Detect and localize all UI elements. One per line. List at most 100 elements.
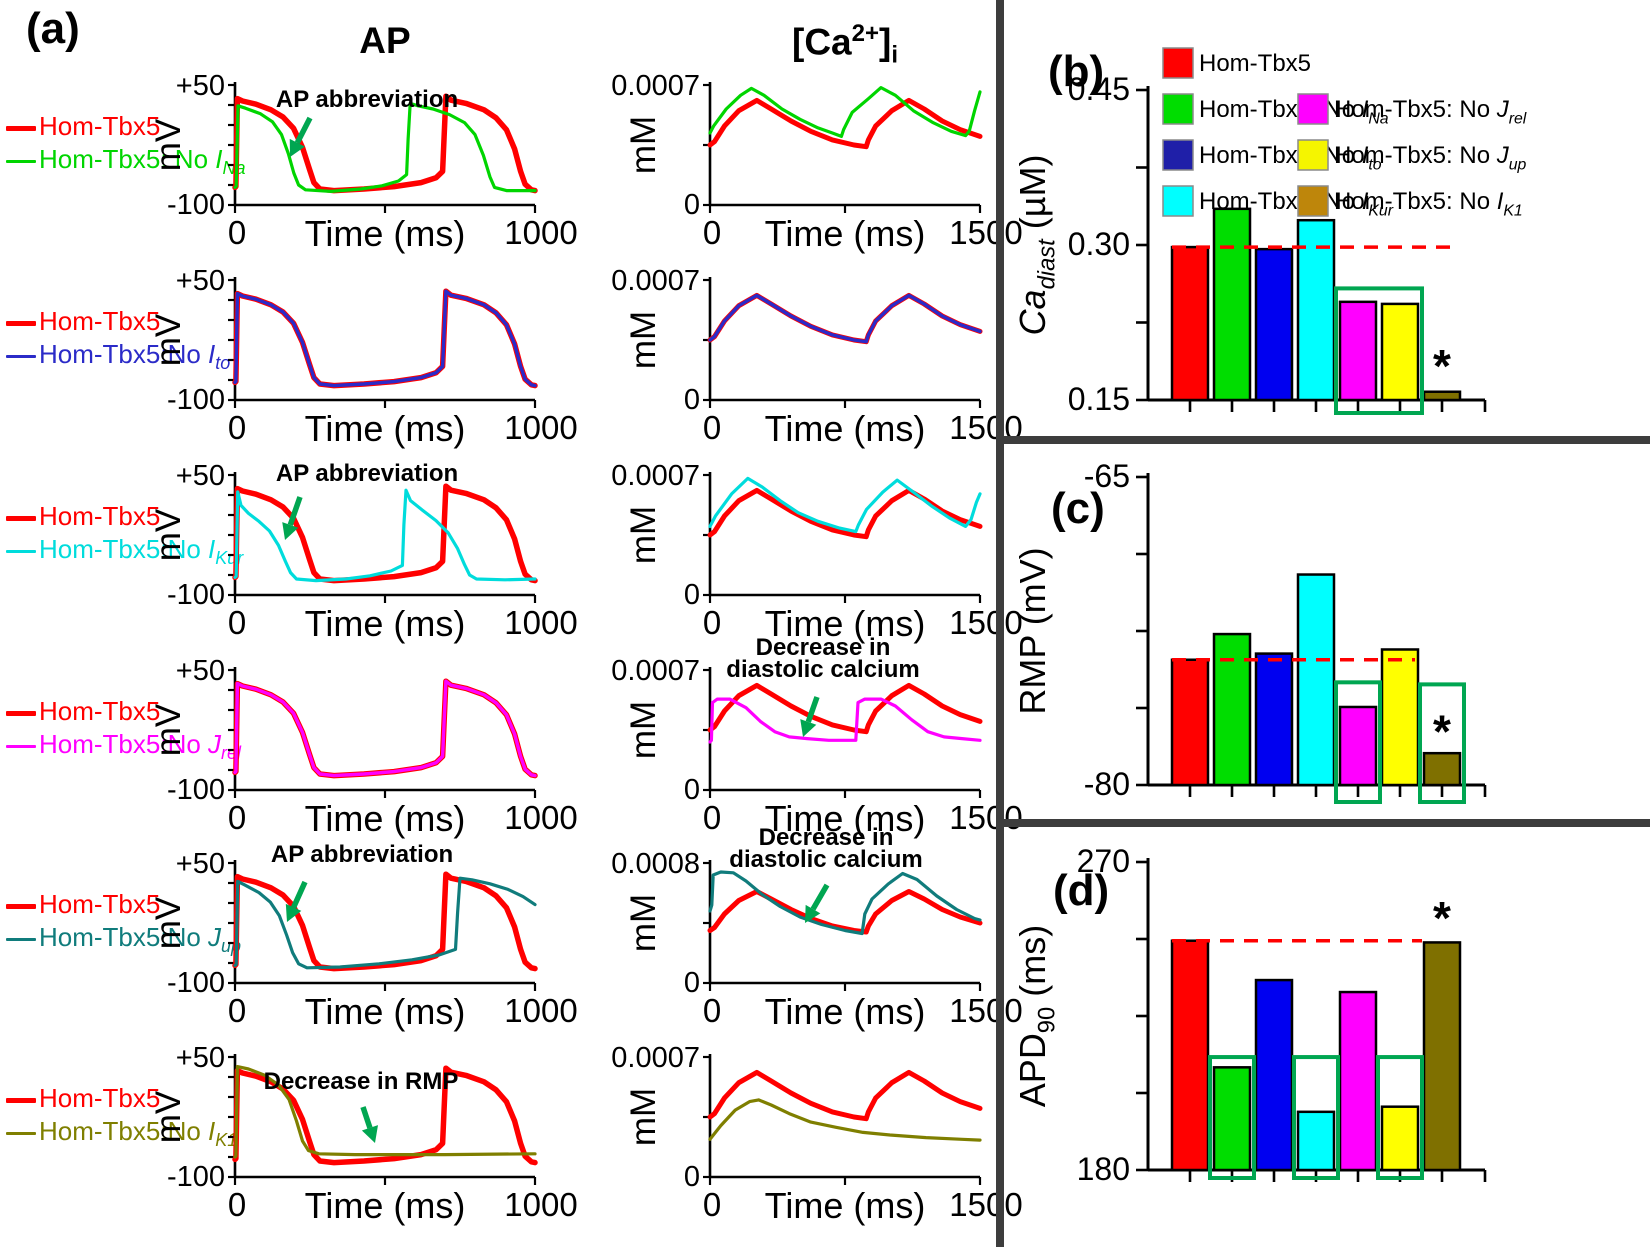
x-tick-end: 1500 [949, 214, 1022, 251]
bar-3 [1254, 652, 1294, 787]
highlight-box [1334, 286, 1424, 415]
bar-6 [1380, 648, 1420, 787]
y-axis-label: mV [149, 1090, 188, 1143]
annotation-arrow [805, 696, 820, 723]
panel-letter: (b) [1048, 47, 1104, 96]
trace-hom-tbx5 [232, 288, 538, 389]
annotation-text: AP abbreviation [276, 86, 458, 113]
legend-entry: Hom-Tbx5:No IKur [6, 533, 244, 575]
x-tick-0: 0 [228, 799, 246, 836]
y-tick-top: +50 [176, 265, 225, 297]
annotation-text: AP abbreviation [271, 841, 453, 868]
ap-column-title: AP [359, 20, 411, 61]
y-tick-bottom: -100 [167, 967, 225, 999]
trace-variant [233, 679, 537, 778]
ca-plot-row6: 0.0007 0 mM 0 1500 Time (ms) [611, 1042, 1022, 1226]
y-axis-label: mM [624, 894, 663, 952]
legend-line-swatch [6, 354, 36, 358]
legend-swatch [1297, 185, 1329, 217]
ap-plot-row2: +50 -100 mV 0 1000 Time (ms) [149, 265, 578, 449]
trace-hom-tbx5 [232, 678, 538, 779]
trace-hom-tbx5 [707, 1069, 983, 1122]
trace-variant [708, 86, 982, 139]
x-axis-label: Time (ms) [765, 408, 926, 449]
bar-1 [1170, 939, 1210, 1172]
x-tick-0: 0 [228, 214, 246, 251]
trace-hom-tbx5 [707, 292, 983, 345]
significance-asterisk: * [1433, 706, 1451, 758]
y-tick-bottom: 0 [684, 774, 700, 806]
legend-line-swatch [6, 549, 36, 553]
legend-line-swatch [6, 320, 36, 326]
y-axis-label: mV [149, 118, 188, 171]
y-axis-label: mV [149, 703, 188, 756]
x-tick-end: 1500 [949, 799, 1022, 836]
horizontal-separator-bc [1004, 436, 1650, 444]
legend-entry: Hom-Tbx5 [6, 1082, 244, 1115]
bar-6 [1380, 1105, 1420, 1172]
x-axis-label: Time (ms) [765, 991, 926, 1032]
row-legend-3: Hom-Tbx5 Hom-Tbx5:No IKur [6, 500, 244, 575]
legend-line-swatch [6, 903, 36, 909]
legend-label: Hom-Tbx5 [39, 501, 161, 531]
y-tick-top: +50 [176, 848, 225, 880]
y-tick-bottom: 0 [684, 1161, 700, 1193]
x-tick-0: 0 [228, 1186, 246, 1223]
bar-7 [1422, 751, 1462, 787]
y-tick-label: 0.15 [1068, 381, 1130, 417]
legend-swatch [1297, 93, 1329, 125]
significance-asterisk: * [1433, 892, 1451, 944]
legend-label: Hom-Tbx5 [39, 111, 161, 141]
annotation-arrowhead [361, 1125, 379, 1143]
x-tick-0: 0 [703, 604, 721, 641]
trace-variant [708, 870, 982, 936]
legend-label: Hom-Tbx5:No Jrel [39, 729, 242, 764]
ca-plot-row4: 0.0007 0 mM 0 1500 Time (ms) Decrease indiasto… [611, 634, 1022, 839]
annotation-text: Decrease in RMP [264, 1068, 459, 1095]
annotation-arrow [287, 496, 303, 526]
legend-swatch [1162, 93, 1194, 125]
y-tick-top: 0.0007 [611, 70, 700, 102]
trace-variant [233, 101, 537, 193]
legend-entry: Hom-Tbx5 [6, 500, 244, 533]
legend-entry: Hom-Tbx5:No IK1 [6, 1115, 244, 1157]
y-tick-top: 0.0007 [611, 655, 700, 687]
y-tick-bottom: -100 [167, 1161, 225, 1193]
annotation-arrow [810, 883, 830, 911]
x-tick-end: 1500 [949, 604, 1022, 641]
bar-1 [1170, 658, 1210, 787]
highlight-box [1292, 1055, 1340, 1180]
x-tick-0: 0 [228, 992, 246, 1029]
annotation-arrow [360, 1106, 373, 1129]
bar-2 [1212, 1066, 1252, 1172]
trace-hom-tbx5 [232, 1065, 538, 1166]
y-tick-top: +50 [176, 460, 225, 492]
x-axis-label: Time (ms) [305, 991, 466, 1032]
legend-line-swatch [6, 125, 36, 131]
legend-swatch [1162, 139, 1194, 171]
x-tick-0: 0 [703, 799, 721, 836]
ap-plot-row5: +50 -100 mV 0 1000 Time (ms) AP abbreviation [149, 841, 578, 1032]
highlight-box [1334, 680, 1382, 804]
row-legend-6: Hom-Tbx5 Hom-Tbx5:No IK1 [6, 1082, 244, 1157]
trace-hom-tbx5 [707, 97, 983, 150]
legend-label: Hom-Tbx5: No Jup [1334, 142, 1527, 173]
row-legend-5: Hom-Tbx5 Hom-Tbx5:No Jup [6, 888, 244, 963]
bar-5 [1338, 300, 1378, 402]
ca-plot-row3: 0.0007 0 mM 0 1500 Time (ms) [611, 460, 1022, 644]
x-axis-label: Time (ms) [765, 213, 926, 254]
y-tick-label: -80 [1084, 766, 1130, 802]
significance-asterisk: * [1433, 340, 1451, 392]
y-axis-label: mM [624, 1088, 663, 1146]
x-tick-end: 1000 [504, 992, 577, 1029]
bar-2 [1212, 632, 1252, 787]
legend-label: Hom-Tbx5: No Jrel [1334, 96, 1527, 127]
legend-swatch [1162, 185, 1194, 217]
x-axis-label: Time (ms) [765, 603, 926, 644]
trace-variant [233, 289, 537, 388]
row-legend-2: Hom-Tbx5 Hom-Tbx5:No Ito [6, 305, 244, 380]
annotation-text: Decrease in [756, 634, 891, 661]
legend-line-swatch [6, 1131, 36, 1135]
panel-d: (d)270 180 APD90 (ms) * [1012, 843, 1487, 1187]
